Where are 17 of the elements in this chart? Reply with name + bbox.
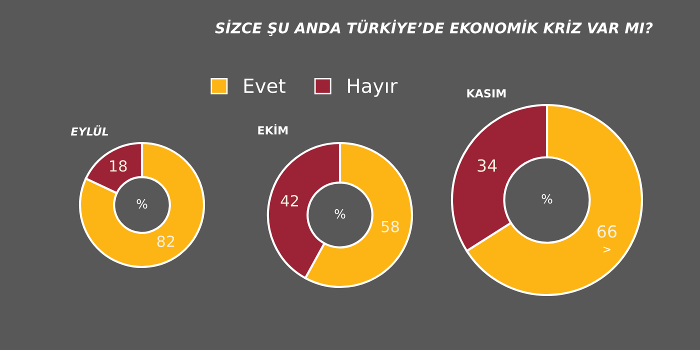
legend-label: Hayır xyxy=(348,78,398,97)
text: % xyxy=(136,199,148,209)
data-label: 18 xyxy=(110,160,127,172)
text: > xyxy=(603,246,610,253)
chart-title: KASIM xyxy=(467,89,506,98)
data-label: 42 xyxy=(280,194,298,206)
donut-slice xyxy=(78,142,206,268)
text: SİZCE ŞU ANDA TÜRKİYE’DE EKONOMİK KRİZ VAR MI? xyxy=(215,20,653,36)
data-label: 58 xyxy=(382,220,399,232)
text: % xyxy=(334,209,346,219)
data-label: 82 xyxy=(157,236,174,248)
legend-label: Evet xyxy=(244,78,286,94)
data-label: 66 xyxy=(598,225,616,238)
text: EYLÜL xyxy=(70,125,108,136)
chart-title: EKİM xyxy=(258,124,288,134)
data-label: 34 xyxy=(478,159,497,172)
text: % xyxy=(542,194,552,204)
